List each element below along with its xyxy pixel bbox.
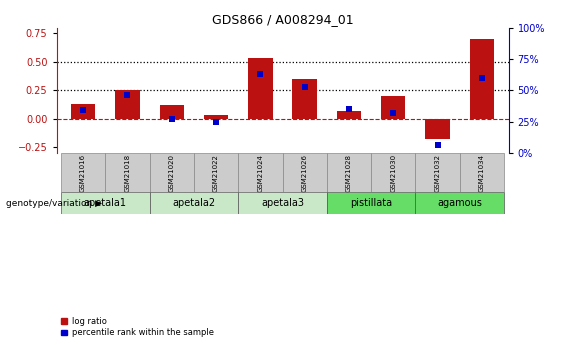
Bar bbox=[238, 153, 282, 193]
Bar bbox=[61, 153, 105, 193]
Text: GSM21016: GSM21016 bbox=[80, 154, 86, 192]
Text: genotype/variation ▶: genotype/variation ▶ bbox=[6, 199, 102, 208]
Text: GSM21034: GSM21034 bbox=[479, 154, 485, 192]
Point bbox=[211, 119, 220, 125]
Point bbox=[167, 116, 176, 122]
Text: GSM21022: GSM21022 bbox=[213, 154, 219, 191]
Point bbox=[123, 92, 132, 98]
Point bbox=[345, 106, 354, 112]
Point bbox=[300, 84, 309, 89]
Bar bbox=[282, 153, 327, 193]
Text: apetala1: apetala1 bbox=[84, 198, 127, 208]
Bar bbox=[204, 115, 228, 119]
Bar bbox=[150, 193, 238, 214]
Bar bbox=[61, 193, 150, 214]
Text: GSM21028: GSM21028 bbox=[346, 154, 352, 192]
Text: GSM21032: GSM21032 bbox=[434, 154, 441, 192]
Bar bbox=[327, 193, 415, 214]
Bar bbox=[159, 105, 184, 119]
Bar bbox=[293, 79, 317, 119]
Text: GSM21020: GSM21020 bbox=[169, 154, 175, 192]
Bar bbox=[115, 90, 140, 119]
Text: pistillata: pistillata bbox=[350, 198, 392, 208]
Bar bbox=[194, 153, 238, 193]
Bar bbox=[150, 153, 194, 193]
Text: agamous: agamous bbox=[437, 198, 482, 208]
Text: apetala2: apetala2 bbox=[172, 198, 215, 208]
Bar bbox=[460, 153, 504, 193]
Point bbox=[389, 110, 398, 116]
Bar bbox=[470, 39, 494, 119]
Bar bbox=[337, 111, 361, 119]
Bar bbox=[238, 193, 327, 214]
Text: GSM21026: GSM21026 bbox=[302, 154, 308, 192]
Bar bbox=[105, 153, 150, 193]
Text: GSM21024: GSM21024 bbox=[257, 154, 263, 191]
Text: apetala3: apetala3 bbox=[261, 198, 304, 208]
Title: GDS866 / A008294_01: GDS866 / A008294_01 bbox=[212, 13, 353, 27]
Bar bbox=[248, 58, 272, 119]
Point bbox=[79, 108, 88, 113]
Text: GSM21030: GSM21030 bbox=[390, 154, 396, 192]
Point bbox=[256, 71, 265, 77]
Bar bbox=[415, 153, 460, 193]
Bar bbox=[415, 193, 504, 214]
Legend: log ratio, percentile rank within the sample: log ratio, percentile rank within the sa… bbox=[60, 317, 214, 337]
Bar bbox=[381, 96, 406, 119]
Point bbox=[433, 143, 442, 148]
Bar bbox=[371, 153, 415, 193]
Bar bbox=[425, 119, 450, 139]
Text: GSM21018: GSM21018 bbox=[124, 154, 131, 192]
Bar bbox=[71, 104, 95, 119]
Point bbox=[477, 75, 486, 80]
Bar bbox=[327, 153, 371, 193]
